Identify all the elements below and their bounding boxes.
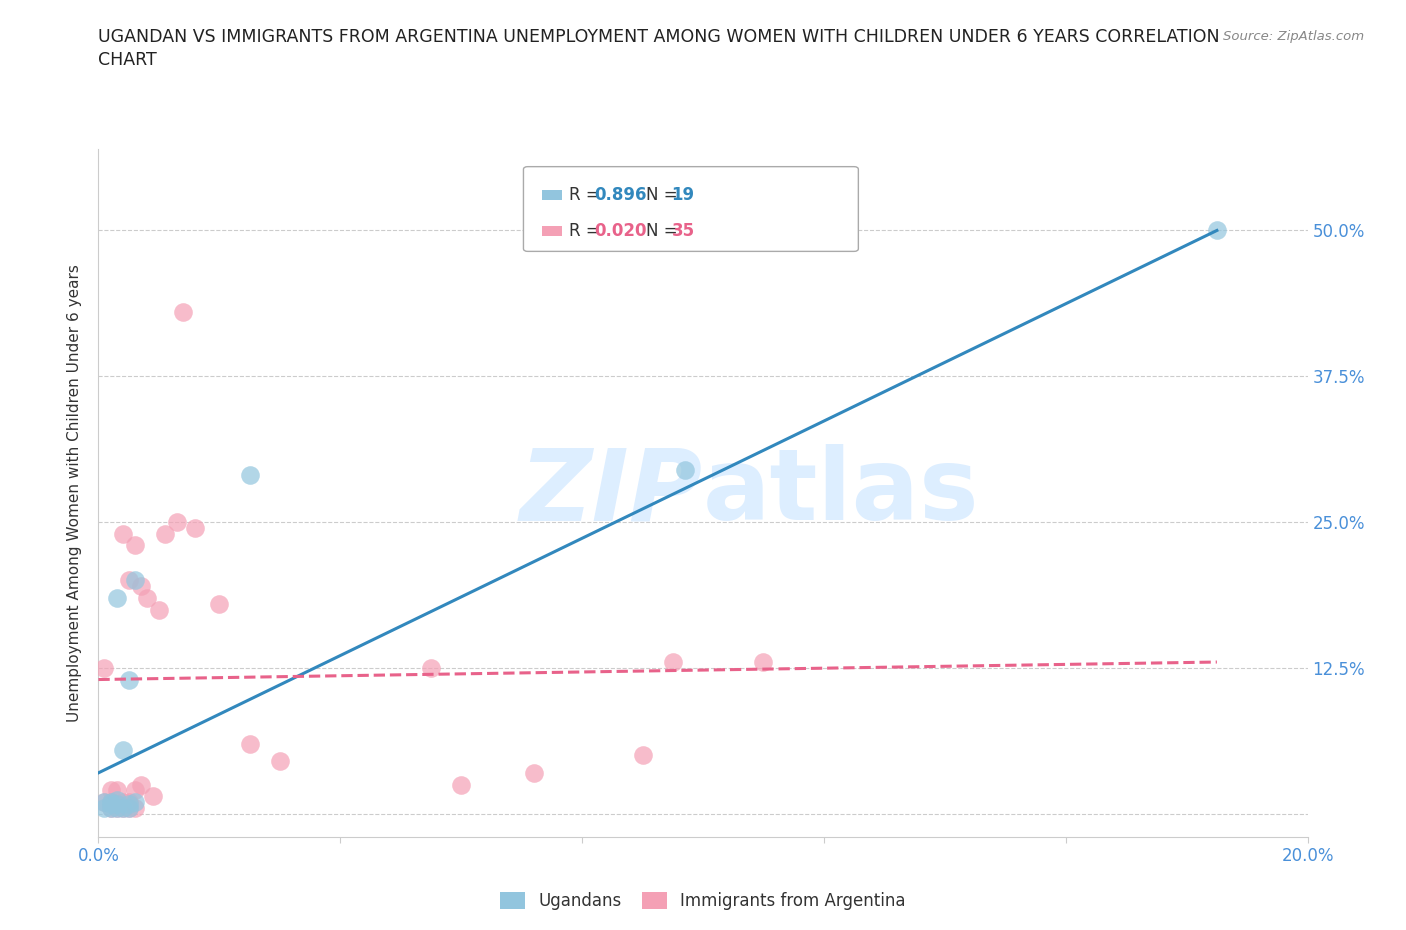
Text: UGANDAN VS IMMIGRANTS FROM ARGENTINA UNEMPLOYMENT AMONG WOMEN WITH CHILDREN UNDE: UGANDAN VS IMMIGRANTS FROM ARGENTINA UNE… [98,28,1220,46]
Text: Source: ZipAtlas.com: Source: ZipAtlas.com [1223,30,1364,43]
Point [184,521,207,536]
Point [124,801,146,816]
Text: 35: 35 [672,222,695,240]
Y-axis label: Unemployment Among Women with Children Under 6 years: Unemployment Among Women with Children U… [67,264,83,722]
Text: N =: N = [647,222,683,240]
Point [93,794,115,809]
Text: 0.020: 0.020 [595,222,647,240]
Point [142,789,165,804]
Text: CHART: CHART [98,51,157,69]
Point [135,591,157,605]
Point [124,783,146,798]
Point [631,748,654,763]
Text: N =: N = [647,186,683,204]
Point [111,526,134,541]
Point [100,783,122,798]
Point [523,765,546,780]
Point [105,792,128,807]
Point [93,660,115,675]
Point [100,797,122,812]
Point [166,514,188,529]
Point [129,777,152,792]
Point [100,794,122,809]
Point [420,660,443,675]
Point [148,602,170,617]
Text: ZIP: ZIP [520,445,703,541]
Legend: Ugandans, Immigrants from Argentina: Ugandans, Immigrants from Argentina [492,884,914,918]
Text: R =: R = [569,222,605,240]
Point [118,573,141,588]
Point [662,655,685,670]
Point [118,801,141,816]
Point [111,801,134,816]
Point [118,797,141,812]
Point [118,672,141,687]
Point [153,526,176,541]
Point [673,462,696,477]
Text: 19: 19 [672,186,695,204]
Point [111,742,134,757]
Point [105,801,128,816]
Point [105,801,128,816]
Point [93,801,115,816]
Text: R =: R = [569,186,605,204]
Text: 0.896: 0.896 [595,186,647,204]
Point [239,468,262,483]
Point [100,794,122,809]
Point [100,801,122,816]
Point [239,737,262,751]
Point [124,573,146,588]
Point [105,591,128,605]
Point [752,655,775,670]
Text: atlas: atlas [703,445,980,541]
Point [118,794,141,809]
Point [111,794,134,809]
Point [100,801,122,816]
Point [129,578,152,593]
Point [124,794,146,809]
Point [269,753,291,768]
Point [111,801,134,816]
Point [450,777,472,792]
Point [1206,223,1229,238]
Point [208,596,231,611]
Point [105,783,128,798]
Point [93,794,115,809]
Point [124,538,146,552]
Point [105,797,128,812]
Point [118,801,141,816]
Point [105,797,128,812]
Point [172,305,194,320]
